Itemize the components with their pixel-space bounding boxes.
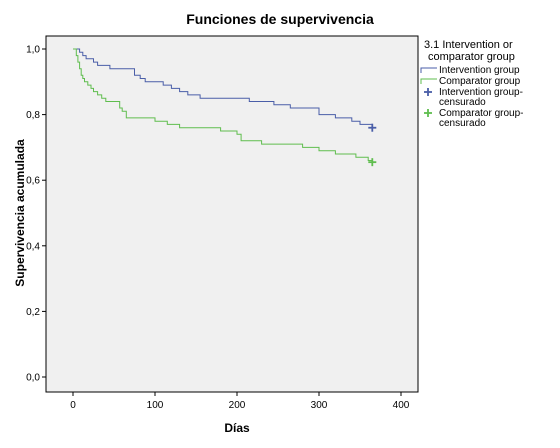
legend-line-swatch <box>420 67 437 73</box>
x-tick-label: 400 <box>393 400 410 411</box>
x-tick-label: 0 <box>70 400 76 411</box>
legend-plus-swatch <box>424 88 432 96</box>
legend-entry: Intervention group-censurado <box>424 87 523 108</box>
y-tick-label: 0,2 <box>26 307 40 318</box>
legend-line-swatch <box>420 78 437 84</box>
y-tick-label: 0,6 <box>26 176 40 187</box>
series-line-1 <box>73 48 373 163</box>
legend: 3.1 Intervention or comparator group Int… <box>420 39 523 129</box>
x-axis-label: Días <box>224 421 250 435</box>
legend-entry: Comparator group <box>420 76 521 87</box>
y-tick-label: 0,4 <box>26 241 40 252</box>
legend-entry: Comparator group-censurado <box>424 108 523 129</box>
legend-label: Comparator group <box>439 76 521 87</box>
legend-label: censurado <box>439 97 486 108</box>
x-tick-label: 300 <box>311 400 328 411</box>
x-tick-label: 200 <box>229 400 246 411</box>
censored-marker-1 <box>368 158 377 167</box>
axes-layer: 0 100 200 300 400 0,0 0,2 0,4 0,6 0,8 1,0 <box>26 45 410 412</box>
y-tick-label: 1,0 <box>26 45 40 56</box>
legend-entry: Intervention group <box>420 65 520 76</box>
legend-plus-swatch <box>424 109 432 117</box>
y-tick-label: 0,8 <box>26 110 40 121</box>
legend-label: Intervention group <box>439 65 520 76</box>
y-axis-label: Supervivencia acumulada <box>13 139 27 287</box>
y-tick-label: 0,0 <box>26 373 40 384</box>
legend-title-line: 3.1 Intervention or <box>424 39 513 51</box>
legend-label: Comparator group- <box>439 108 523 119</box>
legend-label: Intervention group- <box>439 87 523 98</box>
plot-area <box>45 35 419 393</box>
chart-title: Funciones de supervivencia <box>186 11 374 27</box>
plot-layer <box>73 48 377 167</box>
legend-label: censurado <box>439 118 486 129</box>
x-tick-label: 100 <box>147 400 164 411</box>
series-line-0 <box>73 48 373 128</box>
legend-title-line: comparator group <box>428 51 515 63</box>
censored-marker-0 <box>368 123 377 132</box>
